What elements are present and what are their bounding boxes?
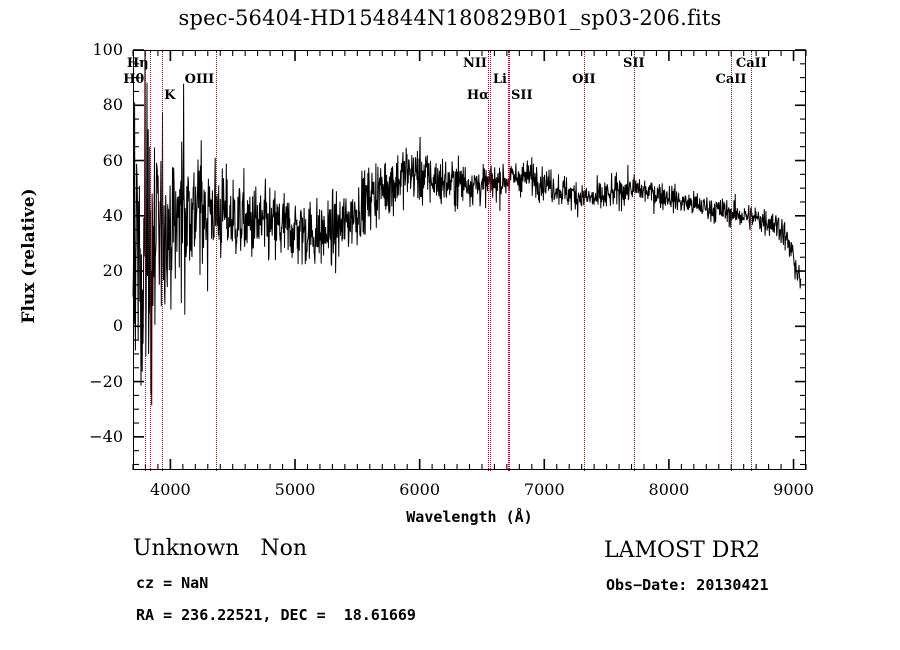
line-label-Li: Li — [492, 72, 507, 87]
plot-frame — [133, 50, 806, 471]
x-tick-label: 6000 — [399, 480, 440, 499]
y-tick-label: 0 — [112, 316, 123, 336]
y-tick-label: 20 — [102, 261, 123, 281]
y-tick-label: 60 — [102, 150, 123, 170]
spectral-line-OII — [584, 51, 586, 471]
y-tick-label: 80 — [102, 95, 123, 115]
spectral-line-SII2 — [634, 51, 635, 471]
x-tick-label: 7000 — [523, 480, 565, 499]
line-label-Ht: Hθ — [123, 72, 145, 87]
line-label-Hn: Hη — [126, 56, 149, 71]
line-label-OIII: OIII — [184, 72, 215, 87]
spectral-line-Ha — [489, 51, 491, 471]
spectral-line-OIII — [215, 51, 217, 471]
y-tick-label: 100 — [92, 40, 123, 59]
line-label-Ha: Hα — [466, 88, 490, 103]
y-axis-label: Flux (relative) — [19, 188, 39, 324]
survey-text: LAMOST DR2 — [604, 538, 760, 563]
y-tick-label: 40 — [102, 205, 123, 225]
x-tick-label: 5000 — [274, 480, 316, 499]
spectrum-trace — [132, 50, 802, 406]
spectral-line-Hn — [149, 51, 151, 471]
x-tick-label: 8000 — [648, 480, 690, 499]
line-label-NII: NII — [462, 56, 487, 71]
line-label-CaII2: CaII — [735, 56, 767, 71]
line-label-CaII1: CaII — [715, 72, 747, 87]
spectral-line-K — [162, 51, 164, 471]
spectral-line-CaII1 — [730, 51, 732, 471]
object-class-text: Unknown Non — [133, 536, 308, 561]
line-label-OII: OII — [572, 72, 596, 87]
spectral-line-Ht — [145, 51, 147, 471]
page-title: spec-56404-HD154844N180829B01_sp03-206.f… — [178, 6, 722, 30]
coords-text: RA = 236.22521, DEC = 18.61669 — [136, 606, 416, 624]
spectral-line-NII — [487, 51, 489, 471]
x-tick-label: 4000 — [150, 480, 191, 499]
spectral-line-CaII2 — [751, 51, 753, 471]
y-tick-label: −40 — [89, 426, 123, 446]
line-label-SII1: SII — [511, 88, 533, 103]
spectral-line-SII1 — [509, 51, 510, 471]
x-tick-label: 9000 — [773, 480, 814, 499]
spectral-line-Li — [507, 51, 509, 471]
x-axis-label: Wavelength (Å) — [406, 508, 533, 526]
line-label-SII2: SII — [623, 56, 645, 71]
obs-date-text: Obs−Date: 20130421 — [606, 576, 769, 594]
y-tick-label: −20 — [89, 371, 123, 391]
line-label-K: K — [164, 88, 176, 103]
cz-text: cz = NaN — [136, 574, 209, 592]
